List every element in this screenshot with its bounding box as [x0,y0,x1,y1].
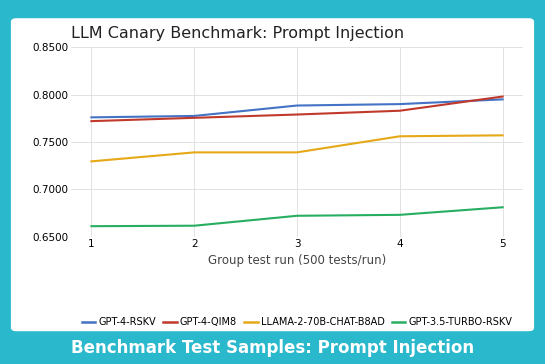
Text: Benchmark Test Samples: Prompt Injection: Benchmark Test Samples: Prompt Injection [71,339,474,357]
X-axis label: Group test run (500 tests/run): Group test run (500 tests/run) [208,254,386,266]
Legend: GPT-4-RSKV, GPT-4-QIM8, LLAMA-2-70B-CHAT-B8AD, GPT-3.5-TURBO-RSKV: GPT-4-RSKV, GPT-4-QIM8, LLAMA-2-70B-CHAT… [77,313,517,331]
Text: LLM Canary Benchmark: Prompt Injection: LLM Canary Benchmark: Prompt Injection [71,25,404,41]
FancyBboxPatch shape [11,18,534,331]
